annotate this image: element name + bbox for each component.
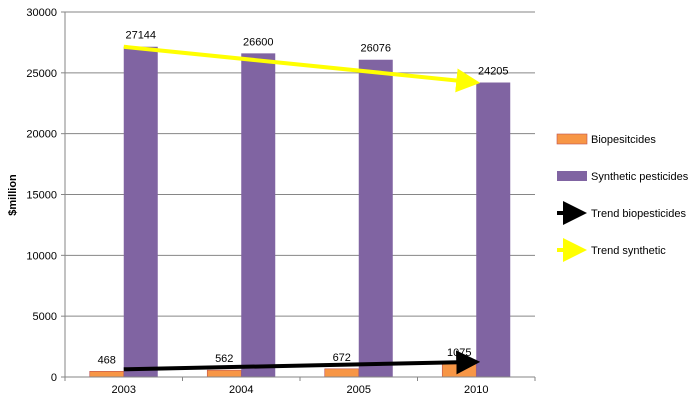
legend-label: Biopesitcides <box>591 134 656 146</box>
legend-label: Synthetic pesticides <box>591 171 689 183</box>
x-tick-label: 2005 <box>347 384 371 396</box>
bar-synthetic-pesticides <box>358 59 393 377</box>
bar-biopesitcides <box>206 369 242 378</box>
x-tick-label: 2004 <box>229 384 253 396</box>
y-tick-label: 25000 <box>26 68 57 80</box>
x-tick-label: 2003 <box>112 384 136 396</box>
bar-synthetic-pesticides <box>476 82 511 378</box>
bar-synthetic-pesticides <box>241 53 276 377</box>
legend: Biopesitcides Synthetic pesticides Trend b… <box>556 133 689 262</box>
bar-biopesitcides <box>324 368 360 378</box>
data-label: 26600 <box>243 36 274 48</box>
data-label: 672 <box>333 352 351 364</box>
y-axis-title: $million <box>7 174 19 216</box>
y-tick-label: 30000 <box>26 7 57 19</box>
y-axis-ticks: 0 5000 10000 15000 20000 25000 30000 <box>26 7 65 384</box>
data-label: 562 <box>215 353 233 365</box>
y-tick-label: 15000 <box>26 190 57 202</box>
legend-swatch <box>557 171 587 181</box>
x-tick-label: 2010 <box>464 384 488 396</box>
y-tick-label: 20000 <box>26 129 57 141</box>
bar-synthetic-pesticides <box>123 46 158 378</box>
trend-line-trend-biopesticides <box>123 350 481 375</box>
data-label: 1075 <box>447 347 471 359</box>
data-label: 27144 <box>125 30 156 42</box>
data-label: 26076 <box>360 43 391 55</box>
legend-swatch <box>556 133 588 145</box>
data-label: 468 <box>98 354 116 366</box>
trend-lines <box>123 44 481 375</box>
x-axis-ticks: 2003 2004 2005 2010 <box>64 377 536 396</box>
y-tick-label: 0 <box>51 372 57 384</box>
bar-biopesitcides <box>89 371 125 378</box>
bar-biopesitcides <box>441 363 477 378</box>
y-tick-label: 5000 <box>33 311 57 323</box>
trend-line-trend-synthetic <box>123 44 481 93</box>
data-labels: 468 27144 562 26600 672 26076 1075 24205 <box>98 30 509 367</box>
data-label: 24205 <box>478 66 509 78</box>
bars <box>89 46 511 378</box>
legend-label: Trend synthetic <box>591 245 666 257</box>
y-tick-label: 10000 <box>26 250 57 262</box>
legend-label: Trend biopesticides <box>591 208 686 220</box>
